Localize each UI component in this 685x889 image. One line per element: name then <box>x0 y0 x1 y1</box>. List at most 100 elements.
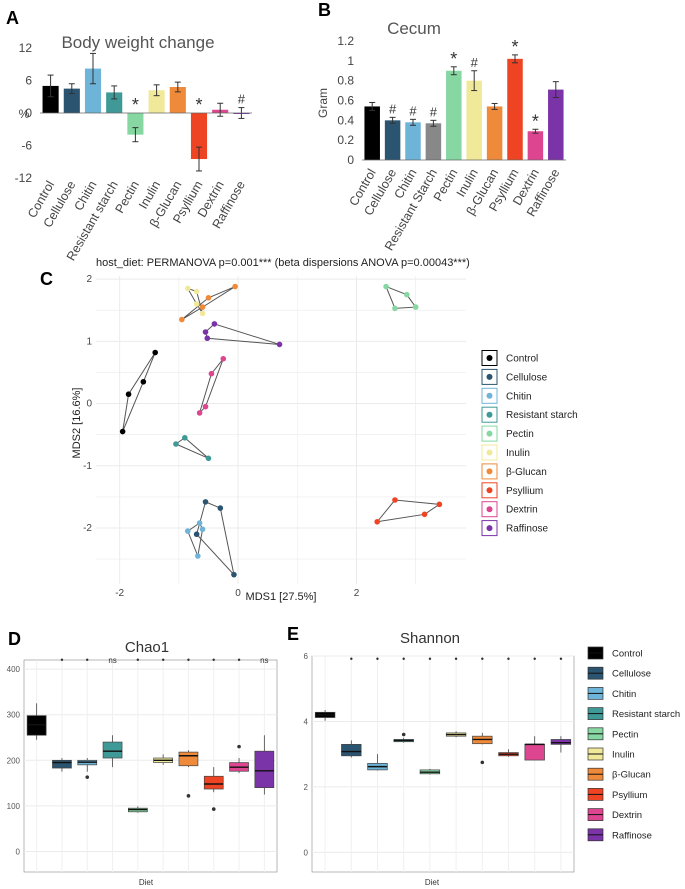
panel-e-significance-mark: • <box>559 654 562 664</box>
panel-c-plot-area <box>96 276 466 584</box>
panel-d-ytick-label: 100 <box>7 802 21 811</box>
panel-b-bar-control <box>364 106 380 160</box>
panel-a-bar-glucan <box>169 87 186 113</box>
panel-a-significance-mark: # <box>238 92 246 107</box>
panel-b-bar-chitin <box>405 122 421 160</box>
panel-d-significance-mark: • <box>187 655 190 665</box>
panel-d-ytick-label: 300 <box>7 711 21 720</box>
legend-de-label-chitin: Chitin <box>612 689 636 700</box>
panel-c-point-cellulose <box>193 531 200 538</box>
panel-b-ytick-label: 0 <box>347 153 354 167</box>
legend-c-label-psyllium: Psyllium <box>506 486 543 497</box>
panel-b-significance-mark: # <box>430 104 438 119</box>
panel-c-point-control <box>140 378 147 385</box>
legend-c-label-raffinose: Raffinose <box>506 524 549 535</box>
panel-b-ytick-label: 1.2 <box>337 34 354 48</box>
panel-c-point-chitin <box>199 526 206 533</box>
panel-c-point-psyllium <box>436 501 443 508</box>
panel-b-significance-mark: # <box>409 103 417 118</box>
panel-d-significance-mark: • <box>136 655 139 665</box>
panel-b-significance-mark: * <box>532 111 539 131</box>
panel-a-ytick-label: -6 <box>21 139 32 153</box>
panel-c-point-glucan <box>179 316 185 323</box>
panel-e-significance-mark: • <box>428 654 431 664</box>
panel-a-title: Body weight change <box>61 33 214 52</box>
panel-c-ytick-label: 0 <box>86 399 92 410</box>
legend-c-dot-control <box>486 355 493 361</box>
legend-de-label-raffinose: Raffinose <box>612 830 652 841</box>
legend-de-label-pectin: Pectin <box>612 729 638 740</box>
legend-c-label-dextrin: Dextrin <box>506 505 538 516</box>
panel-b-significance-mark: * <box>450 49 457 69</box>
panel-c-ytick-label: 2 <box>86 274 92 285</box>
panel-e-significance-mark: • <box>455 654 458 664</box>
panel-d-outlier-dextrin <box>237 744 241 749</box>
panel-d-outlier-chitin <box>85 775 90 779</box>
panel-a-bar-inulin <box>148 90 165 113</box>
panel-d-box-psyllium <box>203 775 224 790</box>
panel-e-significance-mark: • <box>376 654 379 664</box>
panel-c-point-dextrin <box>208 370 215 377</box>
panel-b-ytick-label: 0.2 <box>337 133 354 147</box>
legend-c-dot-dextrin <box>486 506 493 513</box>
panel-c-point-dextrin <box>202 403 209 410</box>
legend-c-label-inulin: Inulin <box>506 448 530 459</box>
panel-b-bar-inulin <box>466 80 482 160</box>
legend-c-dot-resistant-starch <box>486 411 493 418</box>
panel-c-point-inulin <box>193 288 200 295</box>
panel-c-point-raffinose <box>276 341 283 348</box>
panel-d-significance-mark: ns <box>108 656 116 665</box>
panel-c-point-cellulose <box>202 499 209 505</box>
panel-b-bar-psyllium <box>507 58 523 160</box>
panel-c-ytick-label: -1 <box>83 461 92 472</box>
panel-e-significance-mark: • <box>507 654 510 664</box>
panel-label-e: E <box>287 624 299 644</box>
panel-b-significance-mark: * <box>511 37 518 57</box>
panel-c-point-raffinose <box>202 329 209 335</box>
legend-de-label-resistant-starch: Resistant starch <box>612 709 680 720</box>
panel-c-point-pectin <box>392 305 398 312</box>
panel-b-ytick-label: 0.8 <box>337 74 354 88</box>
panel-c-point-pectin <box>404 291 410 298</box>
panel-b-bar-dextrin <box>527 131 544 160</box>
panel-c-ytick-label: -2 <box>83 523 92 534</box>
legend-c-label-control: Control <box>506 354 538 365</box>
panel-c-mds-plot: host_diet: PERMANOVA p=0.001*** (beta di… <box>71 257 470 603</box>
panel-c-point-psyllium <box>374 518 381 525</box>
panel-b-ytick-label: 0.6 <box>337 94 354 108</box>
panel-c-point-inulin <box>199 310 206 317</box>
panel-b-ylabel: Gram <box>316 88 330 118</box>
panel-b-bar-cellulose <box>384 120 401 160</box>
panel-e-significance-mark: • <box>481 654 484 664</box>
panel-e-ytick-label: 4 <box>304 717 309 726</box>
panel-d-significance-mark: • <box>86 655 89 665</box>
panel-a-bar-resistant-starch <box>106 92 123 113</box>
panel-c-point-resistant-starch <box>205 455 212 462</box>
panel-c-point-dextrin <box>196 410 203 416</box>
panel-c-point-control <box>119 428 126 435</box>
panel-c-point-chitin <box>195 553 201 559</box>
panel-a-bar-cellulose <box>63 88 80 113</box>
panel-e-ytick-label: 6 <box>304 652 309 661</box>
panel-b-bar-pectin <box>446 70 462 160</box>
panel-e-significance-mark: • <box>402 654 405 664</box>
legend-de-label-glucan: β-Glucan <box>612 770 651 781</box>
panel-b-bar-glucan <box>486 106 503 160</box>
panel-d-ytick-label: 200 <box>7 756 21 765</box>
panel-b-bar-raffinose <box>548 89 564 160</box>
panel-c-xtick-label: 0 <box>235 588 241 599</box>
panel-e-title: Shannon <box>400 630 460 647</box>
panel-c-point-glucan <box>199 304 206 310</box>
panel-a-body-weight-chart: Body weight change % 1260-6-12ControlCel… <box>15 33 252 263</box>
panel-b-ytick-label: 0.4 <box>337 113 354 127</box>
legend-c-dot-inulin <box>486 449 493 456</box>
panel-d-box-raffinose <box>254 750 275 789</box>
legend-de-label-cellulose: Cellulose <box>612 669 651 680</box>
panel-d-significance-mark: • <box>60 655 63 665</box>
legend-de-label-control: Control <box>612 649 643 660</box>
legend-c-label-cellulose: Cellulose <box>506 372 548 383</box>
panel-a-ytick-label: 12 <box>19 41 33 55</box>
panel-e-box-raffinose <box>550 739 572 745</box>
panel-d-ytick-label: 400 <box>7 665 21 674</box>
